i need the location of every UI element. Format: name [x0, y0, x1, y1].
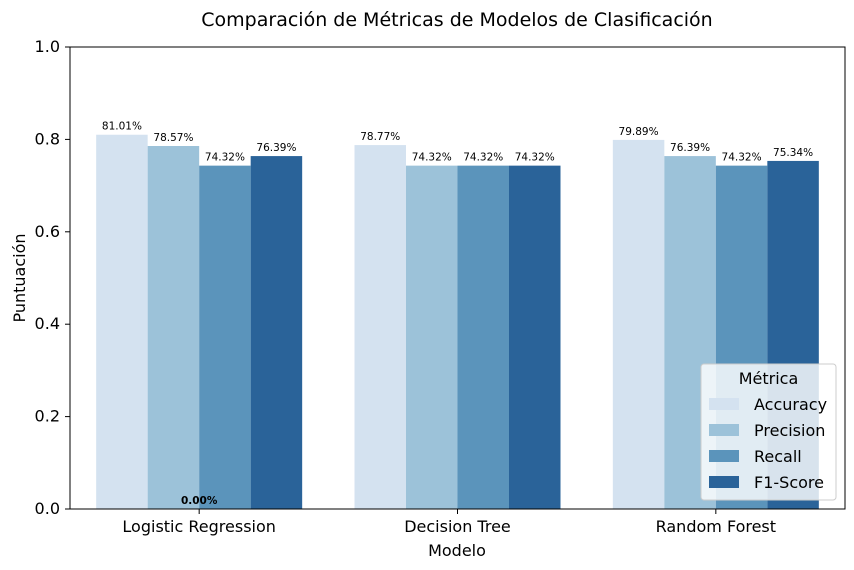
- y-tick-label: 0.2: [35, 407, 60, 426]
- bar-accuracy-logistic-regression: [96, 134, 148, 510]
- y-tick-label: 0.0: [35, 499, 60, 518]
- data-label-accuracy-decision-tree: 78.77%: [360, 131, 400, 143]
- y-tick-label: 0.4: [35, 314, 60, 333]
- data-label-f1-score-random-forest: 75.34%: [773, 147, 813, 159]
- legend-label-recall: Recall: [754, 447, 802, 466]
- bar-f1-score-logistic-regression: [250, 156, 303, 509]
- data-label-f1-score-logistic-regression: 76.39%: [256, 142, 296, 154]
- bar-accuracy-decision-tree: [354, 145, 406, 509]
- legend-swatch-precision: [709, 424, 739, 436]
- chart-title: Comparación de Métricas de Modelos de Cl…: [201, 9, 712, 31]
- legend-swatch-accuracy: [709, 398, 739, 410]
- data-label-recall-random-forest: 74.32%: [722, 152, 762, 164]
- data-label-recall-logistic-regression: 74.32%: [205, 152, 245, 164]
- bar-precision-decision-tree: [406, 165, 458, 509]
- y-tick-label: 0.6: [35, 222, 60, 241]
- x-tick-label: Decision Tree: [404, 517, 511, 536]
- data-label-precision-decision-tree: 74.32%: [412, 152, 452, 164]
- x-tick-label: Logistic Regression: [122, 517, 275, 536]
- data-label-precision-random-forest: 76.39%: [670, 142, 710, 154]
- legend: Métrica Accuracy Precision Recall F1-Score: [700, 363, 837, 501]
- data-label-accuracy-random-forest: 79.89%: [619, 126, 659, 138]
- bar-accuracy-random-forest: [612, 139, 665, 509]
- y-axis-label: Puntuación: [10, 233, 29, 322]
- y-tick-label: 1.0: [35, 37, 60, 56]
- data-label-precision-logistic-regression: 78.57%: [153, 132, 193, 144]
- legend-label-f1-score: F1-Score: [754, 473, 824, 492]
- extra-annotation-label: 0.00%: [181, 495, 218, 507]
- x-axis-label: Modelo: [428, 541, 486, 560]
- legend-title: Métrica: [739, 369, 799, 388]
- axes-layer: Comparación de Métricas de Modelos de Cl…: [10, 9, 713, 560]
- legend-swatch-f1-score: [709, 476, 739, 488]
- data-label-f1-score-decision-tree: 74.32%: [515, 152, 555, 164]
- bar-precision-logistic-regression: [147, 146, 200, 509]
- legend-swatch-recall: [709, 450, 739, 462]
- legend-label-precision: Precision: [754, 421, 825, 440]
- data-label-accuracy-logistic-regression: 81.01%: [102, 121, 142, 133]
- y-tick-label: 0.8: [35, 129, 60, 148]
- legend-label-accuracy: Accuracy: [754, 395, 827, 414]
- x-tick-label: Random Forest: [656, 517, 776, 536]
- bar-f1-score-decision-tree: [509, 165, 561, 509]
- bar-recall-decision-tree: [457, 165, 509, 509]
- data-label-recall-decision-tree: 74.32%: [463, 152, 503, 164]
- bar-recall-logistic-regression: [199, 165, 251, 509]
- plot-layer: 81.01% 78.77% 79.89% 78.57% 74.32% 76.39% 74.3…: [35, 37, 846, 536]
